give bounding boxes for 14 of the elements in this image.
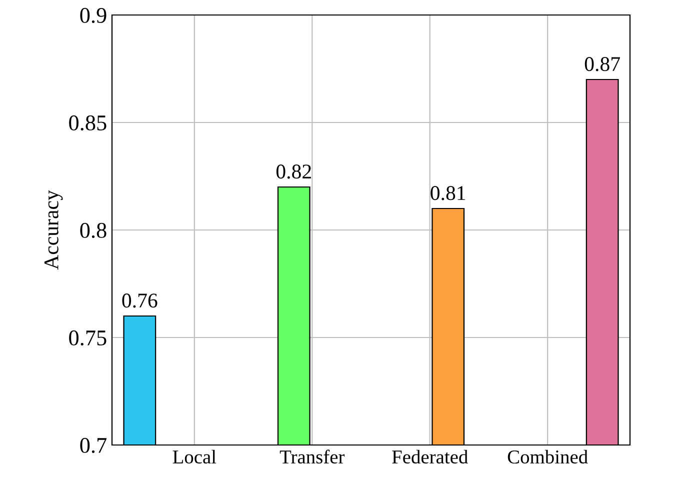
x-tick-label: Local [172,450,216,464]
x-tick-label: Federated [392,450,468,464]
data-label: 0.76 [122,294,158,308]
y-tick-label: 0.7 [80,438,106,454]
data-label: 0.81 [430,186,466,200]
y-tick-label: 0.75 [69,330,106,346]
data-label: 0.87 [584,57,620,72]
data-label: 0.82 [276,164,311,179]
x-tick-label: Transfer [280,450,345,464]
y-tick-label: 0.8 [80,222,106,238]
x-tick-label: Combined [508,450,588,464]
y-axis-title: Accuracy [44,190,63,270]
y-tick-label: 0.9 [80,8,106,24]
y-tick-label: 0.85 [69,115,106,131]
